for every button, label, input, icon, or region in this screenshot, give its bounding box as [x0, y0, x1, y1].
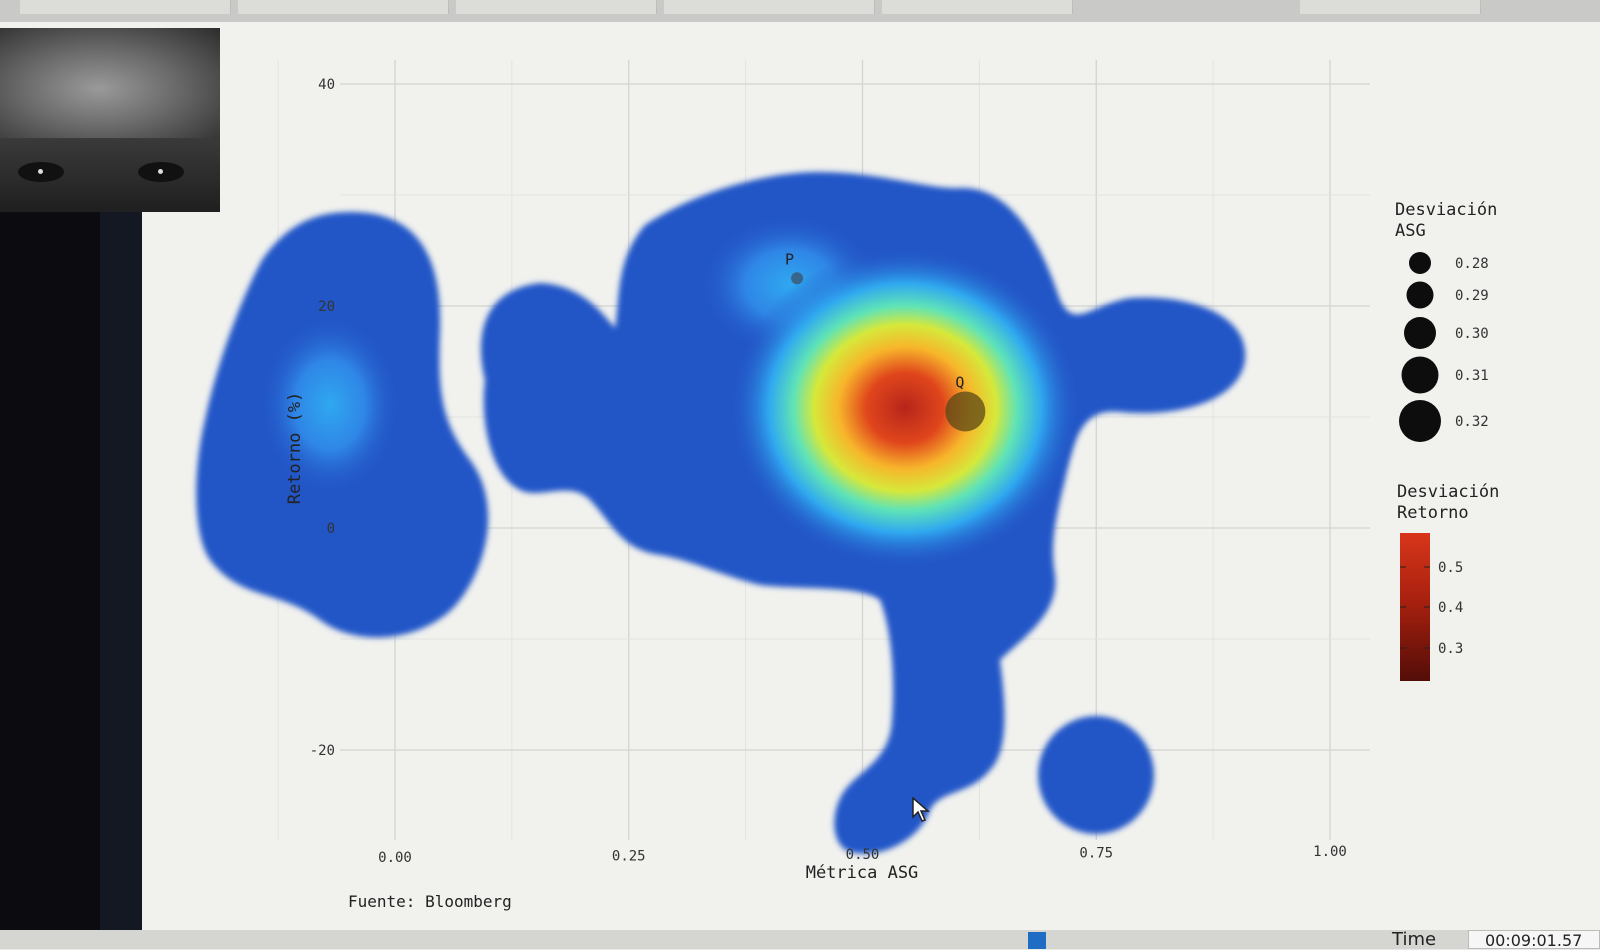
left-dark-stripe [100, 212, 142, 936]
bottom-status-bar [0, 930, 1600, 949]
density-blob-bottom-right [1038, 716, 1154, 834]
top-tab[interactable] [238, 0, 449, 14]
top-tab[interactable] [664, 0, 875, 14]
scatter-points: PQ [785, 250, 986, 432]
top-tab[interactable] [882, 0, 1073, 14]
legend-size-swatch [1409, 252, 1431, 274]
legend-color: Desviación Retorno 0.5 0.4 0.3 [1397, 482, 1499, 681]
y-tick-label: 40 [318, 77, 335, 93]
density-layer [196, 172, 1246, 854]
scatter-point-p [791, 272, 804, 285]
top-tab[interactable] [1300, 0, 1481, 14]
mouse-cursor-icon [912, 797, 930, 822]
time-label: Time [1392, 929, 1437, 950]
legend-size-label: 0.31 [1455, 368, 1489, 384]
legend-color-title-line1: Desviación [1397, 482, 1499, 502]
eye-left-icon [18, 162, 64, 182]
record-indicator-icon[interactable] [1028, 932, 1046, 949]
y-axis-ticks: 40 20 0 -20 [310, 77, 335, 759]
eye-right-icon [138, 162, 184, 182]
point-label-p: P [785, 250, 794, 268]
top-tab[interactable] [456, 0, 657, 14]
top-tab[interactable] [20, 0, 231, 14]
webcam-face-feed [0, 28, 220, 138]
legend-size-title-line2: ASG [1395, 221, 1426, 241]
x-tick-label: 0.00 [378, 850, 412, 866]
legend-color-title-line2: Retorno [1397, 503, 1469, 523]
legend-size-label: 0.32 [1455, 414, 1489, 430]
legend-size-swatch [1406, 281, 1434, 309]
legend-color-label: 0.3 [1438, 641, 1463, 657]
y-tick-label: 0 [327, 521, 335, 537]
point-label-q: Q [955, 373, 964, 391]
x-tick-label: 0.25 [612, 849, 646, 865]
y-tick-label: -20 [310, 743, 335, 759]
legend-color-label: 0.5 [1438, 560, 1463, 576]
y-axis-title: Retorno (%) [285, 392, 305, 505]
legend-size-label: 0.29 [1455, 288, 1489, 304]
chart-caption: Fuente: Bloomberg [348, 892, 512, 911]
density-coolspot-left [260, 315, 400, 495]
x-tick-label: 1.00 [1313, 844, 1347, 860]
webcam-overlay [0, 28, 220, 212]
legend-size: Desviación ASG 0.28 0.29 0.30 0.31 0.32 [1395, 200, 1497, 442]
x-axis-title: Métrica ASG [806, 863, 919, 883]
y-tick-label: 20 [318, 299, 335, 315]
legend-size-swatch [1401, 356, 1439, 394]
legend-size-label: 0.30 [1455, 326, 1489, 342]
left-dark-panel [0, 212, 142, 936]
scatter-point-q [945, 391, 986, 432]
legend-size-swatch [1399, 400, 1441, 442]
density-hotspot [730, 248, 1080, 568]
legend-size-label: 0.28 [1455, 256, 1489, 272]
legend-size-swatch [1404, 317, 1436, 349]
legend-size-title-line1: Desviación [1395, 200, 1497, 220]
x-tick-label: 0.75 [1079, 846, 1113, 862]
time-value-field: 00:09:01.57 [1468, 930, 1600, 949]
legend-color-label: 0.4 [1438, 600, 1463, 616]
x-tick-label: 0.50 [846, 847, 880, 863]
webcam-eyes-feed [0, 138, 220, 212]
x-axis-ticks: 0.00 0.25 0.50 0.75 1.00 [378, 844, 1347, 866]
window-top-strip [0, 0, 1600, 22]
